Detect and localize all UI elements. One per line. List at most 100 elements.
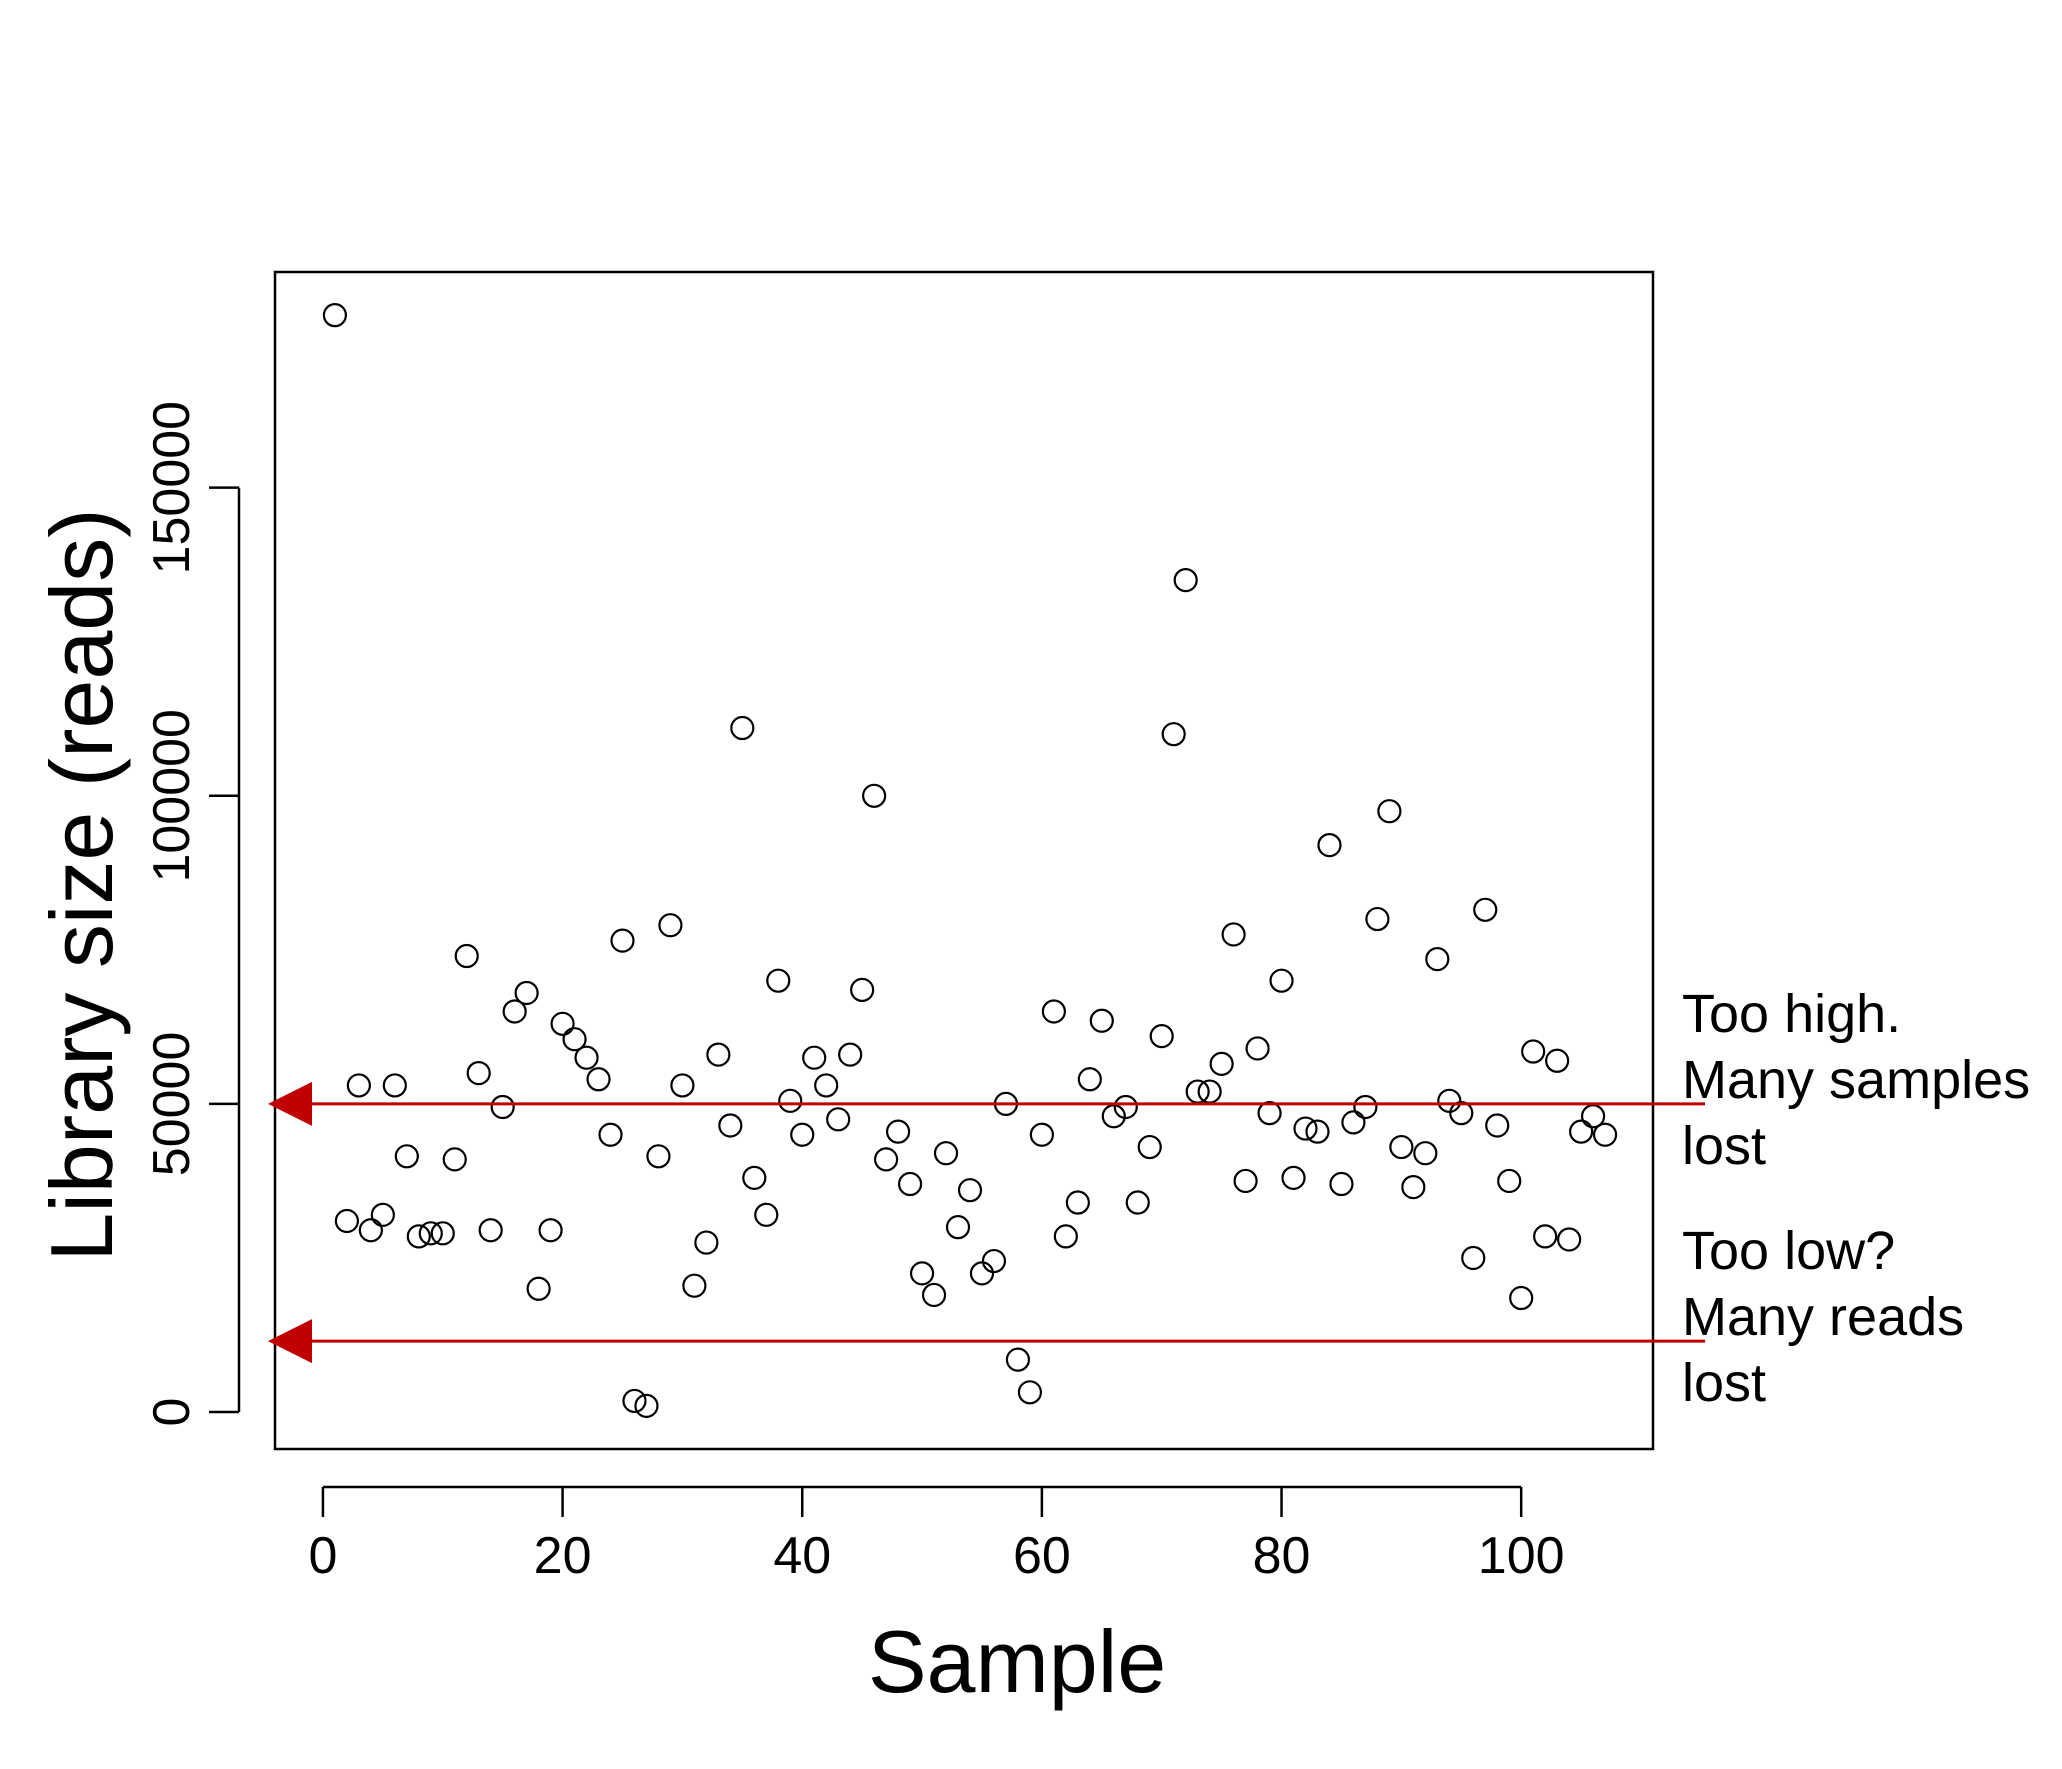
x-axis: 0 20 40 60 80 100	[308, 1485, 1565, 1585]
data-point	[945, 1215, 971, 1240]
data-point	[1509, 1285, 1534, 1311]
data-point	[742, 1165, 767, 1190]
data-point	[358, 1218, 383, 1243]
data-point	[802, 1045, 827, 1070]
data-point	[1293, 1116, 1318, 1141]
data-point	[885, 1119, 911, 1144]
threshold-annotation: Too low? Many reads lost	[1682, 1221, 1964, 1413]
data-point	[562, 1027, 587, 1052]
data-point	[1592, 1122, 1618, 1147]
data-point	[1269, 968, 1294, 993]
data-point	[334, 1208, 359, 1234]
annotation-line: Many samples	[1682, 1050, 2030, 1110]
data-point	[1389, 1134, 1414, 1160]
annotation-line: Too low?	[1682, 1221, 1895, 1281]
x-tick-label: 0	[308, 1527, 337, 1585]
y-tick-label: 50000	[143, 1032, 201, 1177]
data-point	[1401, 1175, 1426, 1200]
data-point	[322, 303, 348, 328]
data-point	[1089, 1008, 1114, 1033]
data-point	[1173, 568, 1198, 593]
data-point	[622, 1388, 647, 1414]
y-axis-title: Library size (reads)	[32, 508, 131, 1261]
data-point	[346, 1073, 371, 1098]
data-point	[514, 980, 539, 1006]
data-point	[1137, 1134, 1162, 1160]
data-point	[1341, 1110, 1366, 1135]
annotation-line: Too high.	[1682, 984, 1901, 1044]
data-point	[1521, 1039, 1546, 1064]
data-point	[574, 1045, 599, 1070]
y-tick-label: 0	[143, 1398, 201, 1427]
data-point	[634, 1393, 659, 1418]
y-tick-label: 150000	[143, 401, 201, 575]
y-axis: 0 50000 100000 150000	[143, 401, 241, 1427]
data-point	[670, 1073, 695, 1098]
data-point	[586, 1067, 611, 1092]
threshold-arrowhead	[268, 1319, 312, 1364]
data-point	[1365, 906, 1390, 932]
data-point	[969, 1261, 995, 1286]
data-point	[1449, 1101, 1474, 1126]
data-point	[1065, 1190, 1090, 1215]
data-point	[1221, 922, 1246, 947]
data-point	[430, 1221, 455, 1246]
data-point	[1113, 1094, 1138, 1120]
data-point	[454, 943, 479, 969]
data-point	[1125, 1190, 1150, 1215]
data-point	[718, 1113, 743, 1138]
data-point	[682, 1273, 707, 1298]
data-point	[466, 1060, 491, 1086]
annotation-line: Many reads	[1682, 1287, 1964, 1347]
data-point	[957, 1178, 983, 1203]
data-point	[526, 1276, 551, 1301]
data-point	[909, 1261, 935, 1286]
data-point	[610, 928, 635, 953]
data-point	[862, 783, 887, 808]
data-point	[1017, 1380, 1043, 1405]
data-point	[897, 1171, 923, 1197]
data-point	[981, 1248, 1007, 1274]
threshold-arrowhead	[268, 1081, 312, 1126]
data-point	[826, 1107, 851, 1132]
y-tick-label: 100000	[143, 709, 201, 883]
data-point	[478, 1218, 503, 1243]
data-points	[322, 303, 1618, 1418]
data-point	[1245, 1036, 1270, 1061]
data-point	[1377, 799, 1402, 824]
data-point	[1569, 1119, 1594, 1144]
data-point	[933, 1141, 959, 1166]
data-point	[694, 1230, 719, 1255]
data-point	[1497, 1168, 1522, 1194]
data-point	[394, 1144, 419, 1169]
x-axis-title: Sample	[868, 1612, 1166, 1711]
data-point	[1413, 1141, 1438, 1166]
data-point	[418, 1221, 443, 1246]
data-point	[1161, 722, 1186, 747]
data-point	[706, 1042, 731, 1067]
data-point	[754, 1202, 779, 1227]
data-point	[442, 1147, 467, 1172]
data-point	[1317, 832, 1342, 858]
data-point	[406, 1224, 431, 1249]
data-point	[382, 1073, 407, 1098]
data-point	[658, 913, 683, 938]
data-point	[1533, 1224, 1558, 1249]
data-point	[730, 715, 755, 741]
data-point	[838, 1042, 863, 1067]
data-point	[778, 1088, 803, 1113]
data-point	[1353, 1094, 1378, 1120]
data-point	[1041, 999, 1066, 1024]
x-tick-label: 20	[534, 1527, 592, 1585]
data-point	[790, 1122, 815, 1147]
data-point	[1557, 1227, 1582, 1252]
data-point	[766, 968, 791, 993]
data-point	[921, 1282, 947, 1308]
data-point	[1437, 1088, 1462, 1113]
data-point	[1473, 897, 1498, 922]
x-tick-label: 40	[773, 1527, 831, 1585]
x-tick-label: 80	[1253, 1527, 1311, 1585]
data-point	[1077, 1067, 1102, 1092]
